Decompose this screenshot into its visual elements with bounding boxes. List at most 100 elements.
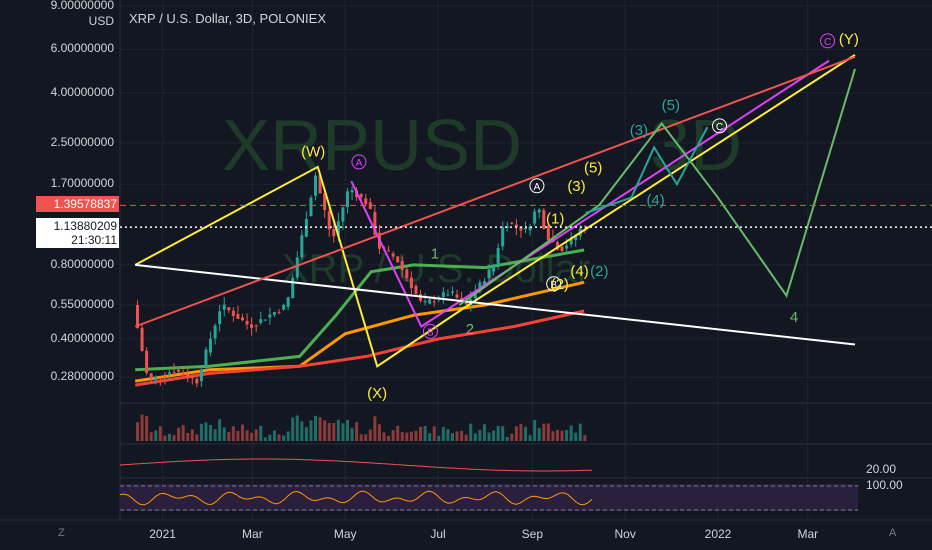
wave-label: (Y) xyxy=(839,31,859,48)
candle-body xyxy=(391,253,395,257)
drawing-line xyxy=(585,126,709,214)
candle-body xyxy=(405,269,409,279)
price-tick-label: 1.70000000 xyxy=(50,176,114,191)
wave-label: (2) xyxy=(590,263,608,280)
volume-bar xyxy=(345,419,349,441)
time-tick-label: May xyxy=(333,527,357,541)
indicator-line xyxy=(119,458,593,472)
candle-body xyxy=(135,304,139,328)
volume-bar xyxy=(482,424,486,441)
candle-body xyxy=(505,225,509,228)
volume-bar xyxy=(501,426,505,441)
volume-bar xyxy=(282,435,286,441)
candle-body xyxy=(341,207,345,222)
candle-body xyxy=(565,245,569,249)
candle-body xyxy=(514,224,518,227)
zoom-toggle[interactable]: Z xyxy=(58,527,65,539)
candle-body xyxy=(327,211,331,230)
drawings xyxy=(134,54,856,368)
candle-body xyxy=(323,193,327,211)
volume-bar xyxy=(332,423,336,441)
candle-body xyxy=(414,285,418,294)
candle-body xyxy=(209,338,213,353)
volume-bar xyxy=(524,426,528,441)
candle-body xyxy=(546,225,550,241)
candle-body xyxy=(478,282,482,292)
wave-label-circle xyxy=(546,276,562,292)
wave-label-circle xyxy=(422,323,438,339)
volume-bar xyxy=(405,432,409,441)
candle-body xyxy=(314,175,318,196)
time-tick-label: Nov xyxy=(614,527,636,541)
wave-label: (4) xyxy=(646,192,664,209)
candle-body xyxy=(227,307,231,311)
volume-bar xyxy=(172,435,176,441)
candle-body xyxy=(396,256,400,263)
wave-label: 4 xyxy=(790,309,798,326)
time-tick-label: Sep xyxy=(521,527,544,541)
candle-body xyxy=(345,191,349,207)
candle-body xyxy=(163,375,167,377)
candle-body xyxy=(487,269,491,279)
volume-bar xyxy=(227,432,231,441)
volume-bar xyxy=(387,435,391,441)
indicator-panels xyxy=(119,414,858,511)
volume-bar xyxy=(377,424,381,441)
wave-label: C xyxy=(824,37,831,48)
wave-label: (1) xyxy=(546,210,564,227)
price-tick-label: 0.55000000 xyxy=(50,296,114,311)
volume-bar xyxy=(432,426,436,441)
volume-bar xyxy=(574,432,578,441)
wave-label-circle xyxy=(712,118,728,134)
indicator-level-100: 100.00 xyxy=(866,478,903,492)
candle-body xyxy=(510,222,514,224)
candle-body xyxy=(263,319,267,321)
wave-label: (X) xyxy=(367,385,387,402)
candle-body xyxy=(432,301,436,303)
volume-bar xyxy=(533,419,537,441)
auto-scale-toggle[interactable]: A xyxy=(889,527,897,539)
volume-bar xyxy=(204,422,208,441)
volume-bar xyxy=(473,433,477,441)
candle-body xyxy=(492,265,496,272)
rsi-line xyxy=(119,490,593,506)
volume-bar xyxy=(505,436,509,441)
time-tick-label: 2021 xyxy=(149,527,176,541)
volume-bar xyxy=(569,425,573,441)
candle-body xyxy=(177,369,181,372)
volume-bar xyxy=(186,432,190,441)
candle-body xyxy=(464,301,468,305)
volume-bar xyxy=(209,424,213,441)
candle-body xyxy=(482,281,486,285)
volume-bar xyxy=(583,435,587,441)
candle-body xyxy=(574,236,578,241)
last-price-tag: 1.13880209 21:30:11 xyxy=(36,218,119,249)
candle-body xyxy=(428,299,432,304)
volume-bar xyxy=(254,429,258,441)
moving-average-line xyxy=(134,280,585,383)
price-tick-label: 9.00000000 xyxy=(50,0,114,12)
volume-bar xyxy=(149,432,153,441)
volume-bar xyxy=(460,430,464,441)
rsi-band xyxy=(120,484,858,511)
volume-bar xyxy=(295,415,299,441)
candle-body xyxy=(204,349,208,367)
candle-body xyxy=(441,292,445,298)
volume-bar xyxy=(537,427,541,441)
chart-title: XRP / U.S. Dollar, 3D, POLONIEX xyxy=(129,11,326,26)
wave-label: C xyxy=(716,122,723,133)
candle-body xyxy=(473,291,477,299)
volume-bar xyxy=(213,429,217,441)
time-tick-label: Mar xyxy=(242,527,263,541)
volume-bar xyxy=(542,423,546,441)
volume-bar xyxy=(163,435,167,441)
volume-bar xyxy=(441,426,445,441)
wave-label-circle xyxy=(529,178,545,194)
volume-bar xyxy=(428,433,432,441)
candle-body xyxy=(309,197,313,217)
bar-countdown: 21:30:11 xyxy=(71,233,117,248)
candle-body xyxy=(250,324,254,328)
wave-label: A xyxy=(534,182,541,193)
